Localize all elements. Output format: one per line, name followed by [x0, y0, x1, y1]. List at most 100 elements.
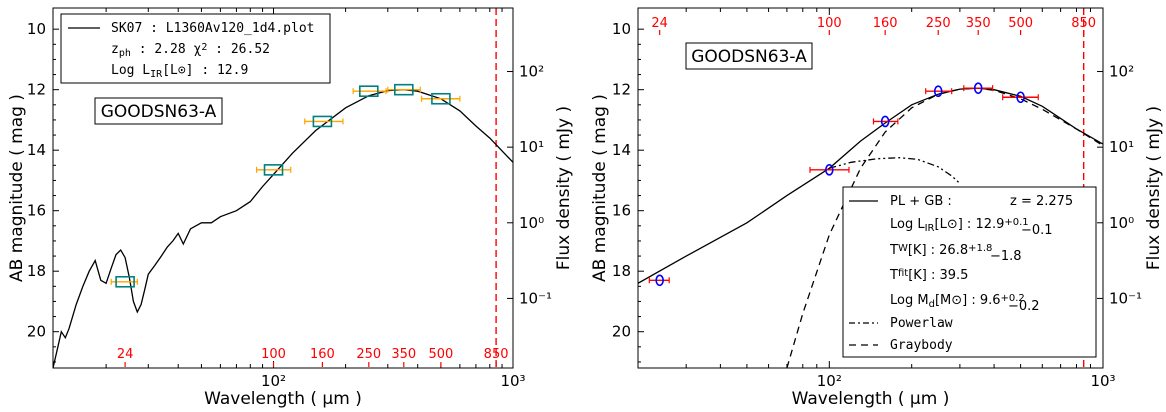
y-tick-label: 12: [27, 81, 46, 99]
legend-zph-chi2-part-3: χ: [194, 42, 202, 57]
legend-tdw-part-0: T: [889, 243, 898, 258]
observed-point: [431, 92, 451, 105]
plot-area: [53, 8, 513, 368]
band-label: 500: [428, 347, 453, 362]
x-tick-label: 10²: [817, 372, 842, 390]
legend-tdfit-part-1: fit: [898, 268, 908, 279]
legend-mdust-part-3: +0.2: [1001, 293, 1025, 304]
observed-point: [933, 85, 943, 97]
band-label: 350: [391, 347, 416, 362]
y-axis-label-right: Flux density ( mJy ): [554, 106, 574, 270]
observed-point: [263, 164, 284, 176]
legend-lir-part-3: +0.1: [1004, 217, 1028, 228]
legend-lir: Log LIR[L⊙] : 12.9: [111, 63, 248, 80]
y-tick-label: 10: [612, 20, 631, 38]
legend-tdfit: Tfit[K] : 39.5: [889, 268, 968, 284]
observed-point: [973, 82, 983, 94]
band-label: 100: [261, 347, 286, 362]
legend-zph-chi2-part-1: ph: [119, 48, 131, 59]
observed-point: [115, 275, 135, 288]
left-sed-panel: 10 12 14 16 18 20 10⁻¹ 10⁰ 10¹ 10² 10² 10³ 24 100 160 2…: [7, 7, 574, 409]
band-label: 350: [966, 16, 991, 31]
y-tick-label: 10: [27, 20, 46, 38]
flux-tick-label: 10⁰: [519, 214, 544, 232]
legend-pl-gb: PL + GB :: [890, 194, 952, 209]
legend-zph-chi2-part-0: z: [111, 42, 119, 57]
y-tick-label: 14: [27, 141, 46, 159]
legend-box: [842, 186, 1097, 358]
legend-mdust: Log Md[M⊙] : 9.6+0.2: [890, 293, 1025, 311]
legend-lir-err-down: −0.1: [1021, 223, 1053, 238]
legend-model-label: SK07 : L1360Av120_1d4.plot: [111, 21, 315, 36]
observed-point: [312, 115, 333, 128]
y-tick-label: 14: [612, 141, 631, 159]
band-label: 100: [817, 16, 842, 31]
legend-tdw-part-1: W: [898, 243, 908, 254]
band-label: 500: [1008, 16, 1033, 31]
flux-tick-label: 10¹: [519, 138, 544, 156]
legend-graybody-label: Graybody: [890, 338, 953, 353]
band-label: 160: [310, 347, 335, 362]
legend-lir-part-2: [L⊙] : 12.9: [935, 217, 1005, 232]
flux-tick-label: 10²: [519, 63, 544, 81]
band-label: 24: [651, 16, 668, 31]
observed-point: [394, 83, 414, 96]
legend-zph-chi2: zph : 2.28 χ2 : 26.52: [111, 42, 270, 60]
observed-point: [359, 85, 379, 97]
powerlaw-curve: [829, 157, 961, 184]
y-tick-label: 16: [612, 202, 631, 220]
observed-point: [825, 164, 834, 176]
legend-tdw-part-2: [K] : 26.8: [908, 243, 968, 258]
band-label: 250: [356, 347, 381, 362]
flux-tick-label: 10²: [1109, 63, 1134, 81]
legend-lir-part-2: [L⊙] : 12.9: [162, 63, 248, 78]
observed-point: [880, 115, 890, 128]
legend-lir-part-0: Log L: [890, 217, 925, 232]
legend-zph-chi2-part-5: : 26.52: [207, 42, 270, 57]
legend-tdfit-part-2: [K] : 39.5: [908, 268, 968, 283]
x-axis-label: Wavelength ( μm ): [204, 389, 362, 409]
observed-point: [1016, 91, 1025, 104]
x-tick-label: 10²: [261, 372, 286, 390]
object-label-box: [685, 42, 813, 70]
object-label: GOODSN63-A: [691, 47, 807, 67]
object-label-box: [94, 97, 223, 125]
y-tick-label: 16: [27, 202, 46, 220]
axes-frame: [637, 7, 1104, 369]
y-tick-label: 20: [27, 323, 46, 341]
band-label: 160: [873, 16, 898, 31]
legend-box: [60, 13, 331, 84]
flux-tick-label: 10⁻¹: [519, 289, 552, 307]
band-label: 24: [117, 347, 134, 362]
legend-mdust-part-2: [M⊙] : 9.6: [935, 293, 1001, 308]
flux-tick-label: 10⁻¹: [1109, 289, 1142, 307]
y-axis-label-left: AB magnitude ( mag ): [7, 94, 27, 282]
axes-frame: [52, 7, 514, 369]
y-tick-label: 18: [612, 262, 631, 280]
legend-tdw-err-down: −1.8: [990, 249, 1022, 264]
legend-tdw-part-3: +1.8: [968, 243, 992, 254]
legend-lir-part-1: IR: [925, 223, 935, 234]
legend-redshift: z = 2.275: [1010, 194, 1073, 209]
y-tick-label: 20: [612, 323, 631, 341]
band-label: 250: [926, 16, 951, 31]
legend-lir: Log LIR[L⊙] : 12.9+0.1: [890, 217, 1029, 235]
object-label: GOODSN63-A: [101, 102, 217, 122]
legend-tdfit-part-0: T: [889, 268, 898, 283]
legend-powerlaw-label: Powerlaw: [890, 316, 953, 331]
flux-tick-label: 10⁰: [1109, 214, 1134, 232]
x-tick-label: 10³: [1090, 372, 1115, 390]
model-sed-curve: [53, 89, 513, 368]
y-axis-label-left: AB magnitude ( mag ): [590, 94, 610, 282]
x-axis-label: Wavelength ( μm ): [792, 389, 950, 409]
legend-mdust-part-0: Log M: [890, 293, 929, 308]
pl-gb-total-curve: [638, 87, 1103, 284]
right-sed-panel: 10 12 14 16 18 20 10⁻¹ 10⁰ 10¹ 10² 10² 10³ 24 100 160 2…: [590, 7, 1164, 409]
band-label: 850: [484, 347, 509, 362]
legend-lir-part-1: IR: [150, 69, 163, 80]
legend-tdw: TW[K] : 26.8+1.8: [889, 243, 992, 259]
y-axis-label-right: Flux density ( mJy ): [1144, 106, 1164, 270]
legend-zph-chi2-part-4: 2: [201, 42, 207, 53]
legend-md-err-down: −0.2: [1008, 299, 1040, 314]
observed-point: [655, 274, 664, 287]
